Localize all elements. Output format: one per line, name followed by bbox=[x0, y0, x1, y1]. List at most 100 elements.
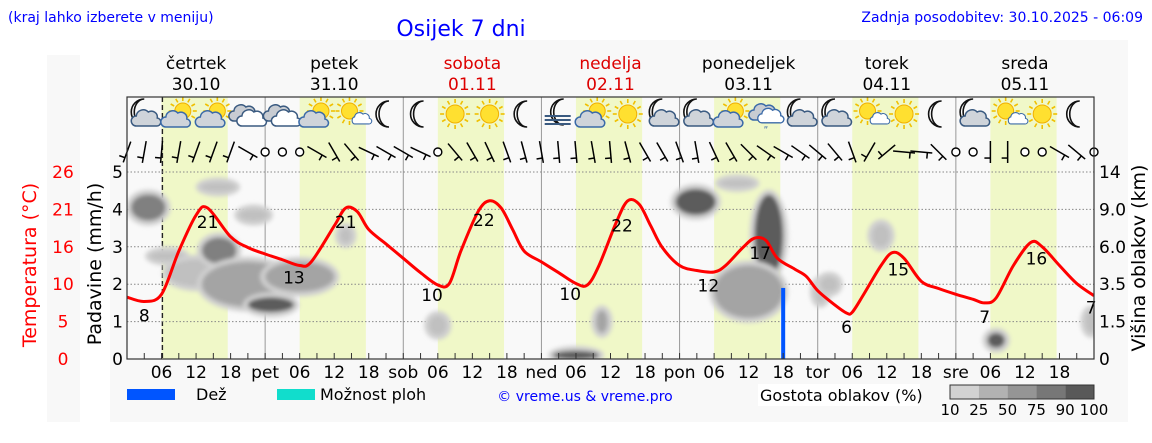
sun-ray bbox=[636, 105, 642, 110]
cloud-height-tick-label: 0 bbox=[1099, 350, 1110, 370]
moon-cloud-icon bbox=[683, 98, 715, 127]
wind-barb-icon bbox=[1049, 145, 1070, 161]
wind-barb-staff bbox=[624, 141, 632, 163]
grid bbox=[127, 97, 1094, 359]
cloud-blob bbox=[265, 261, 335, 292]
wind-barb-staff bbox=[1067, 144, 1086, 160]
sun-ray bbox=[908, 123, 913, 128]
cloud-blob bbox=[339, 228, 352, 244]
x-tick-label: 18 bbox=[1049, 363, 1071, 383]
wind-barb-icon bbox=[725, 142, 738, 162]
sun-ray bbox=[1047, 123, 1051, 128]
sun-ray bbox=[605, 115, 610, 119]
sun-cloud-icon bbox=[194, 97, 232, 128]
sun-ray bbox=[1034, 100, 1038, 105]
wind-barb-icon bbox=[877, 144, 896, 160]
wind-barb-staff bbox=[393, 145, 414, 159]
wind-barb-staff bbox=[791, 145, 810, 159]
cloud-shape bbox=[821, 109, 853, 127]
calm-wind-icon bbox=[1037, 147, 1047, 157]
sun-ray bbox=[464, 118, 469, 123]
temperature-label: 16 bbox=[1026, 250, 1048, 270]
sun-ray bbox=[895, 100, 900, 105]
last-updated: Zadnja posodobitev: 30.10.2025 - 06:09 bbox=[861, 10, 1143, 26]
cloud-shape bbox=[160, 110, 192, 128]
temperature-label: 6 bbox=[841, 318, 852, 338]
sun-ray bbox=[308, 103, 313, 107]
sun-ray bbox=[313, 98, 317, 103]
sun-cloud-icon bbox=[160, 97, 197, 128]
cloud-density bbox=[127, 174, 1094, 359]
wind-barb-icon bbox=[740, 143, 757, 162]
location-hint[interactable]: (kraj lahko izberete v meniju) bbox=[8, 10, 214, 26]
wind-barb-icon bbox=[222, 141, 236, 163]
wind-barb-staff bbox=[376, 145, 396, 159]
moon-shape bbox=[927, 100, 942, 128]
x-tick-label: 06 bbox=[289, 363, 311, 383]
wind-barb-icon bbox=[358, 146, 380, 161]
sun-ray bbox=[859, 119, 864, 124]
day-date: 05.11 bbox=[1001, 75, 1050, 95]
sun-ray bbox=[494, 123, 498, 128]
wind-barb-feather bbox=[659, 156, 666, 161]
sun-ray bbox=[895, 123, 900, 128]
temp-tick-label: 0 bbox=[58, 350, 69, 370]
wind-barb-staff bbox=[808, 144, 827, 160]
legend-showers-swatch bbox=[277, 389, 315, 400]
rain-bar bbox=[781, 287, 786, 359]
sun-ray bbox=[632, 100, 636, 105]
sun-small-cloud-icon bbox=[335, 97, 373, 125]
wind-barb-feather bbox=[137, 156, 144, 159]
wind-barb-icon bbox=[447, 143, 463, 162]
precip-tick-label: 4 bbox=[112, 200, 123, 220]
x-tick-label: 12 bbox=[323, 363, 345, 383]
sun-ray bbox=[1047, 100, 1051, 105]
sun-ray bbox=[446, 123, 451, 128]
wind-barb-icon bbox=[154, 140, 164, 164]
precip-tick-label: 0 bbox=[112, 350, 123, 370]
sun-ray bbox=[1051, 105, 1056, 110]
cloud-drizzle-icon: ʺ bbox=[748, 103, 785, 137]
density-swatch bbox=[950, 385, 979, 399]
precip-tick-label: 2 bbox=[112, 275, 123, 295]
temp-tick-label: 16 bbox=[52, 238, 74, 258]
x-tick-label-day: ned bbox=[525, 363, 557, 383]
cloud-blob bbox=[714, 265, 784, 318]
wind-barb-staff bbox=[208, 141, 218, 163]
x-tick-label-day: pon bbox=[664, 363, 696, 383]
wind-barb-feather bbox=[642, 156, 649, 161]
moon-shape bbox=[1065, 100, 1080, 128]
wind-barb-icon bbox=[827, 143, 843, 162]
density-tick-label: 10 bbox=[940, 401, 959, 419]
sun-ray bbox=[476, 118, 481, 123]
cloud-shape bbox=[194, 110, 226, 128]
wind-barb-icon bbox=[675, 141, 685, 163]
cloud-shape bbox=[786, 109, 818, 127]
wind-barb-feather bbox=[623, 157, 630, 161]
wind-barb-icon bbox=[910, 150, 933, 159]
moon-icon bbox=[375, 100, 390, 128]
wind-barb-feather bbox=[926, 152, 929, 159]
x-tick-label-day: sob bbox=[388, 363, 418, 383]
sun-ray bbox=[446, 100, 451, 105]
sun-disc bbox=[618, 104, 638, 124]
sun-disc bbox=[445, 104, 465, 124]
sun-ray bbox=[459, 123, 464, 128]
wind-barb-icon bbox=[791, 145, 810, 161]
x-tick-label: 06 bbox=[565, 363, 587, 383]
x-tick-label: 06 bbox=[980, 363, 1002, 383]
x-tick-label: 18 bbox=[496, 363, 518, 383]
day-name: četrtek bbox=[166, 54, 227, 74]
sun-ray bbox=[1009, 98, 1014, 103]
legend-rain-label: Dež bbox=[196, 385, 227, 404]
moon-shape bbox=[409, 100, 424, 128]
wind-barb-icon bbox=[691, 141, 700, 163]
temp-tick-label: 5 bbox=[58, 313, 69, 333]
sun-ray bbox=[209, 98, 214, 103]
sun-ray bbox=[353, 98, 358, 103]
cloud-blob bbox=[239, 209, 269, 221]
wind-barb-feather bbox=[908, 152, 911, 159]
credit-link[interactable]: © vreme.us & vreme.pro bbox=[497, 389, 672, 405]
x-tick-label: 06 bbox=[151, 363, 173, 383]
sun-ray bbox=[175, 98, 179, 103]
